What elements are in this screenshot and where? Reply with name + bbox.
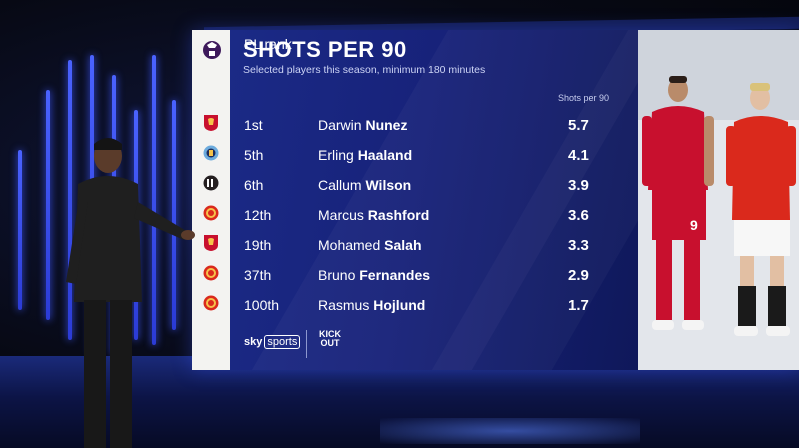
player-first-name: Bruno bbox=[318, 267, 356, 283]
player-name: Callum Wilson bbox=[318, 177, 411, 193]
player-first-name: Darwin bbox=[318, 117, 362, 133]
player-first-name: Mohamed bbox=[318, 237, 381, 253]
light-bar bbox=[152, 55, 156, 345]
shots-per-90-value: 3.3 bbox=[568, 237, 589, 254]
shots-per-90-value: 5.7 bbox=[568, 117, 589, 134]
shots-per-90-value: 3.6 bbox=[568, 207, 589, 224]
players-photo: 9 bbox=[638, 30, 799, 370]
sports-logo-text: sports bbox=[264, 335, 301, 349]
stats-panel: SHOTS PER 90 Selected players this seaso… bbox=[230, 30, 638, 370]
man-utd-crest-icon bbox=[203, 205, 219, 221]
graphic-title: SHOTS PER 90 bbox=[243, 37, 407, 62]
graphic-subtitle: Selected players this season, minimum 18… bbox=[243, 64, 486, 76]
light-bar bbox=[46, 90, 50, 320]
player-last-name: Haaland bbox=[357, 147, 413, 163]
player-name: Marcus Rashford bbox=[318, 207, 429, 223]
player-first-name: Rasmus bbox=[318, 297, 370, 313]
player-row: 19th Mohamed Salah 3.3 bbox=[230, 231, 638, 261]
player-name: Bruno Fernandes bbox=[318, 267, 430, 283]
player-name: Mohamed Salah bbox=[318, 237, 422, 253]
player-row: 1st Darwin Nunez 5.7 bbox=[230, 111, 638, 141]
player-rank: 100th bbox=[244, 297, 280, 313]
player-row: 12th Marcus Rashford 3.6 bbox=[230, 201, 638, 231]
light-bar bbox=[68, 60, 72, 340]
kick-logo-text: KICK bbox=[319, 329, 341, 339]
player-last-name: Nunez bbox=[365, 117, 408, 133]
player-name: Rasmus Hojlund bbox=[318, 297, 425, 313]
footer-divider bbox=[306, 330, 307, 358]
player-row: 5th Erling Haaland 4.1 bbox=[230, 141, 638, 171]
player-last-name: Fernandes bbox=[359, 267, 431, 283]
player-rank: 12th bbox=[244, 207, 272, 223]
value-column-header: Shots per 90 bbox=[558, 93, 610, 103]
man-city-crest-icon bbox=[203, 145, 219, 161]
sky-logo-text: sky bbox=[244, 336, 263, 348]
player-rank: 37th bbox=[244, 267, 272, 283]
player-figure-left: 9 bbox=[642, 76, 714, 330]
presenter-figure bbox=[66, 138, 195, 448]
player-last-name: Rashford bbox=[367, 207, 430, 223]
club-crest-strip bbox=[192, 30, 230, 370]
man-utd-crest-icon bbox=[203, 295, 219, 311]
newcastle-crest-icon bbox=[203, 175, 219, 191]
shots-per-90-value: 3.9 bbox=[568, 177, 589, 194]
player-row: 37th Bruno Fernandes 2.9 bbox=[230, 261, 638, 291]
liverpool-crest-icon bbox=[204, 115, 218, 131]
player-rank: 19th bbox=[244, 237, 272, 253]
player-rank: 5th bbox=[244, 147, 264, 163]
player-first-name: Callum bbox=[318, 177, 362, 193]
video-wall: SHOTS PER 90 Selected players this seaso… bbox=[192, 30, 799, 370]
player-first-name: Erling bbox=[318, 147, 354, 163]
svg-text:9: 9 bbox=[690, 217, 698, 233]
player-rank: 6th bbox=[244, 177, 264, 193]
player-last-name: Wilson bbox=[365, 177, 412, 193]
player-name: Darwin Nunez bbox=[318, 117, 407, 133]
light-bar bbox=[18, 150, 22, 310]
player-figure-right bbox=[726, 83, 796, 336]
premier-league-logo-icon bbox=[203, 41, 221, 59]
shots-per-90-value: 2.9 bbox=[568, 267, 589, 284]
player-name: Erling Haaland bbox=[318, 147, 412, 163]
man-utd-crest-icon bbox=[203, 265, 219, 281]
player-first-name: Marcus bbox=[318, 207, 364, 223]
player-row: 6th Callum Wilson 3.9 bbox=[230, 171, 638, 201]
shots-per-90-value: 1.7 bbox=[568, 297, 589, 314]
shots-per-90-value: 4.1 bbox=[568, 147, 589, 164]
players-image: 9 bbox=[638, 30, 799, 370]
out-logo-text: OUT bbox=[320, 338, 340, 348]
player-rank: 1st bbox=[244, 117, 263, 133]
player-last-name: Salah bbox=[384, 237, 422, 253]
kickout-logo: KICK OUT bbox=[316, 330, 344, 348]
sky-sports-logo: sky sports bbox=[244, 335, 301, 349]
player-row: 100th Rasmus Hojlund 1.7 bbox=[230, 291, 638, 321]
floor-glow bbox=[380, 418, 640, 444]
liverpool-crest-icon bbox=[204, 235, 218, 251]
light-bar bbox=[172, 100, 176, 330]
rank-column-header: PL rank bbox=[244, 36, 292, 52]
player-last-name: Hojlund bbox=[373, 297, 426, 313]
